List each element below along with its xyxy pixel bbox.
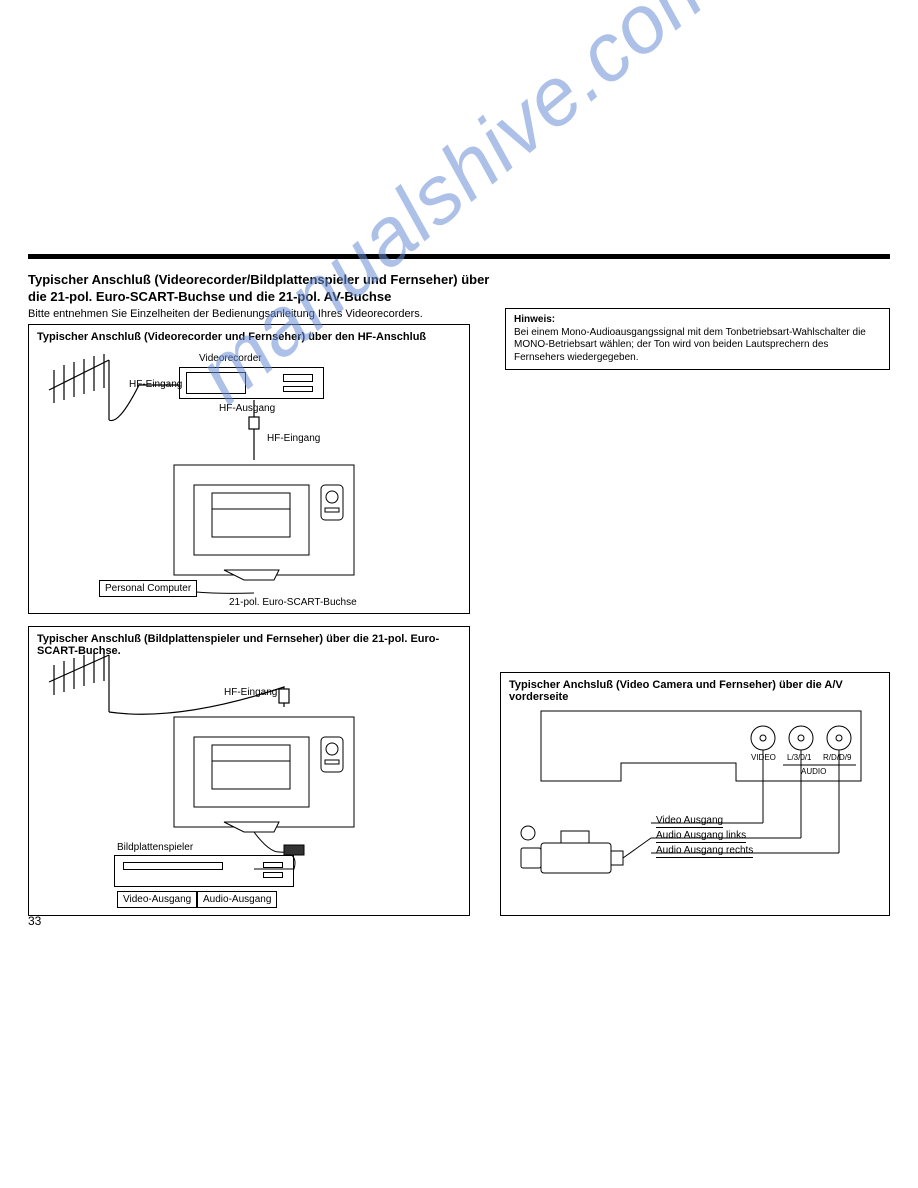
label-audio-rechts-line: Audio Ausgang rechts bbox=[656, 845, 753, 858]
page-subtitle: Bitte entnehmen Sie Einzelheiten der Bed… bbox=[28, 308, 423, 320]
box3-svg bbox=[501, 673, 891, 917]
label-audio-ausgang: Audio-Ausgang bbox=[197, 891, 277, 908]
label-video-out-line: Video Ausgang bbox=[656, 815, 723, 828]
title-line2: die 21-pol. Euro-SCART-Buchse und die 21… bbox=[28, 289, 391, 304]
label-audio-bracket: AUDIO bbox=[801, 767, 826, 776]
laserdisc-device bbox=[114, 855, 294, 887]
hinweis-box: Hinweis: Bei einem Mono-Audioausgangssig… bbox=[505, 308, 890, 370]
label-scart-caption: 21-pol. Euro-SCART-Buchse bbox=[229, 597, 357, 608]
page-number: 33 bbox=[28, 914, 41, 928]
label-bildplattenspieler: Bildplattenspieler bbox=[117, 842, 193, 853]
diagram-box-3: Typischer Anchsluß (Video Camera und Fer… bbox=[500, 672, 890, 916]
label-jack-audio-r: R/D/D/9 bbox=[823, 753, 851, 762]
diagram-box-1: Typischer Anschluß (Videorecorder und Fe… bbox=[28, 324, 470, 614]
label-jack-audio-l: L/3/0/1 bbox=[787, 753, 811, 762]
label-personal-computer: Personal Computer bbox=[99, 580, 197, 597]
header-divider bbox=[28, 254, 890, 259]
label-hf-eingang-top: HF-Eingang bbox=[129, 379, 182, 390]
label-hf-eingang-mid: HF-Eingang bbox=[267, 433, 320, 444]
label-hf-eingang-box2: HF-Eingang bbox=[224, 687, 277, 698]
label-jack-video: VIDEO bbox=[751, 753, 776, 762]
title-line1: Typischer Anschluß (Videorecorder/Bildpl… bbox=[28, 272, 489, 287]
diagram-box-2: Typischer Anschluß (Bildplattenspieler u… bbox=[28, 626, 470, 916]
label-hf-ausgang: HF-Ausgang bbox=[219, 403, 275, 414]
label-videorecorder: Videorecorder bbox=[199, 353, 262, 364]
hinweis-body: Bei einem Mono-Audioausgangssignal mit d… bbox=[514, 327, 881, 365]
hinweis-title: Hinweis: bbox=[514, 314, 881, 327]
vcr-device bbox=[179, 367, 324, 399]
label-audio-links-line: Audio Ausgang links bbox=[656, 830, 746, 843]
page-title: Typischer Anschluß (Videorecorder/Bildpl… bbox=[28, 272, 489, 306]
label-video-ausgang: Video-Ausgang bbox=[117, 891, 197, 908]
